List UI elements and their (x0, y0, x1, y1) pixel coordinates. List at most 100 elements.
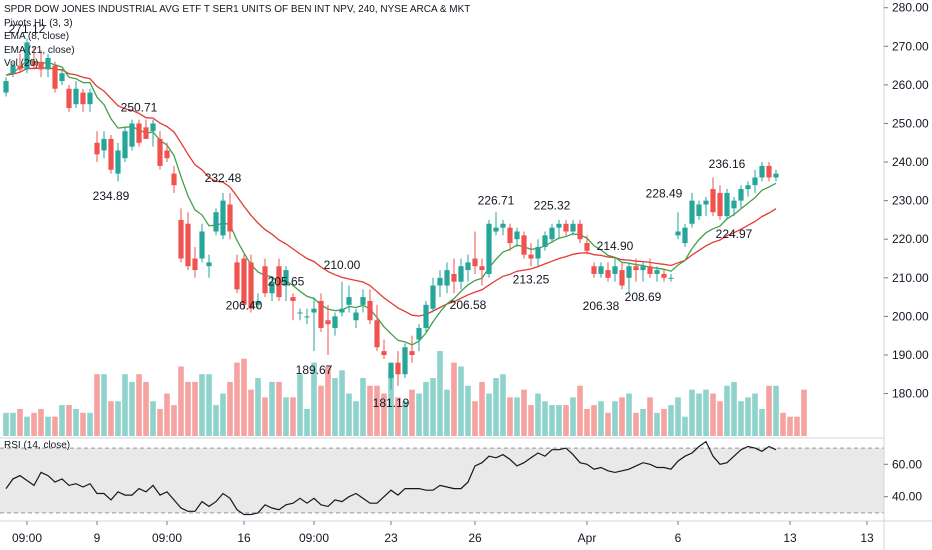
candle (192, 246, 198, 278)
volume-bar (381, 393, 387, 436)
candle-body (528, 254, 534, 259)
volume-bar (689, 389, 695, 436)
candle-body (430, 285, 436, 309)
candle-body (227, 204, 233, 232)
candle (752, 169, 758, 193)
candle (66, 84, 72, 112)
time-tick-label: 13 (783, 531, 797, 545)
candle (493, 212, 499, 236)
candle (38, 50, 44, 78)
candle-body (206, 262, 212, 267)
candle (500, 219, 506, 236)
volume-bar (178, 366, 184, 436)
candle (157, 131, 163, 170)
pivot-label: 232.48 (205, 171, 242, 185)
price-tick-label: 180.00 (892, 387, 929, 401)
volume-bar (136, 374, 142, 436)
volume-bar (521, 389, 527, 436)
volume-bar (31, 412, 37, 436)
candle-body (584, 243, 590, 251)
legend-pivots[interactable]: Pivots HL (3, 3) (4, 17, 73, 29)
volume-bar (143, 381, 149, 436)
candle-body (745, 185, 751, 190)
candle (262, 258, 268, 298)
volume-bar (556, 405, 562, 436)
candlesticks (3, 38, 779, 390)
candle-body (493, 227, 499, 232)
candle-body (696, 204, 702, 217)
volume-bar (640, 408, 646, 436)
volume-bar (703, 389, 709, 436)
volume-bar (514, 397, 520, 436)
candle-body (24, 42, 30, 70)
price-tick-label: 270.00 (892, 39, 929, 53)
candle (241, 254, 247, 309)
candle-body (374, 320, 380, 348)
candle-body (10, 65, 16, 74)
pivot-label: 225.32 (534, 199, 571, 213)
legend-ema-fast[interactable]: EMA (8, close) (4, 31, 70, 42)
volume-bar (752, 393, 758, 436)
candle (717, 185, 723, 220)
volume-bar (647, 397, 653, 436)
candle (542, 231, 548, 251)
candle (521, 231, 527, 259)
candle-body (710, 189, 716, 213)
candle (612, 258, 618, 282)
candle (311, 297, 317, 352)
candle (626, 262, 632, 294)
ema-slow-line (5, 66, 777, 317)
volume-bar (801, 389, 807, 436)
candle (703, 196, 709, 217)
candle-body (94, 142, 100, 155)
volume-bar (626, 393, 632, 436)
candle-body (752, 177, 758, 186)
candle-body (514, 231, 520, 240)
candle-body (703, 200, 709, 205)
legend-ema-slow[interactable]: EMA (21, close) (4, 44, 75, 56)
candle-body (451, 273, 457, 282)
candle-body (549, 227, 555, 240)
candle-body (241, 258, 247, 305)
price-tick-label: 250.00 (892, 116, 929, 130)
candle (437, 270, 443, 298)
candle (234, 254, 240, 294)
candle-body (521, 235, 527, 255)
candle-body (500, 223, 506, 228)
candle (409, 335, 415, 363)
candle-body (157, 138, 163, 166)
pivot-label: 224.97 (716, 227, 753, 241)
volume-bar (542, 401, 548, 436)
candle-body (262, 266, 268, 294)
candle (619, 262, 625, 290)
candle (73, 81, 79, 109)
volume-bar (318, 385, 324, 436)
volume-bar (584, 408, 590, 436)
volume-bar (633, 412, 639, 436)
volume-bar (696, 393, 702, 436)
candle-body (724, 192, 730, 217)
volume-bar (402, 401, 408, 436)
candle (318, 293, 324, 332)
time-tick-label: 09:00 (152, 531, 182, 545)
candle (710, 177, 716, 217)
volume-bar (416, 393, 422, 436)
volume-bar (17, 408, 23, 436)
rsi-legend[interactable]: RSI (14, close) (4, 440, 70, 451)
price-tick-label: 220.00 (892, 232, 929, 246)
pivot-label: 208.69 (625, 290, 662, 304)
candle-body (234, 262, 240, 290)
candle (507, 223, 513, 251)
candle-body (213, 212, 219, 232)
volume-bar (682, 416, 688, 436)
candle-body (570, 223, 576, 232)
volume-bar (598, 401, 604, 436)
volume-bar (185, 381, 191, 436)
legend-volume[interactable]: Vol (20) (4, 58, 39, 69)
candle (647, 258, 653, 278)
candle (640, 262, 646, 282)
candle-body (640, 266, 646, 271)
candle (689, 192, 695, 228)
